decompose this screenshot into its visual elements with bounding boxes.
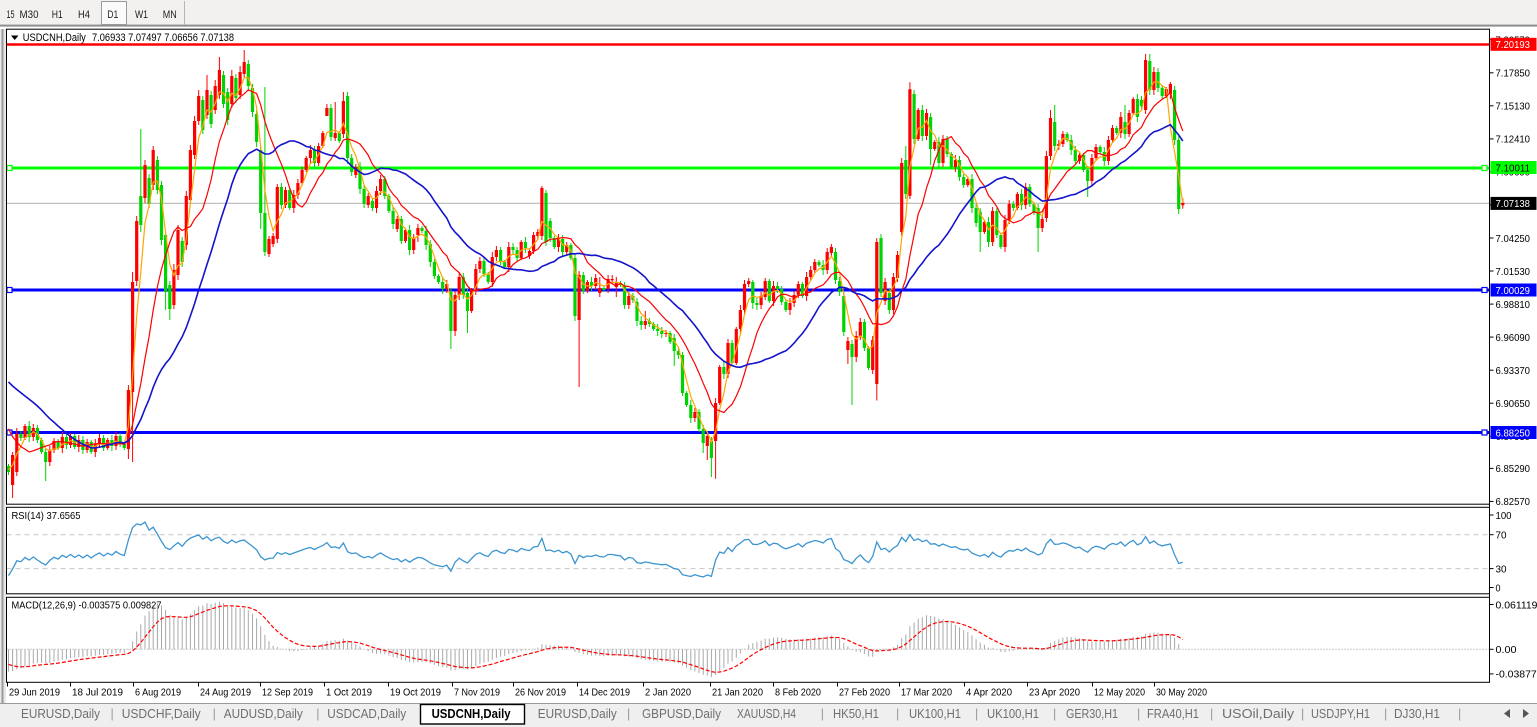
svg-text:12 May 2020: 12 May 2020 xyxy=(1094,687,1145,699)
svg-text:70: 70 xyxy=(1496,530,1507,542)
svg-text:0: 0 xyxy=(1496,582,1501,594)
svg-text:|: | xyxy=(316,707,319,721)
svg-text:23 Apr 2020: 23 Apr 2020 xyxy=(1029,687,1080,699)
svg-text:W1: W1 xyxy=(135,9,148,21)
svg-text:4 Apr 2020: 4 Apr 2020 xyxy=(966,687,1012,699)
svg-text:GER30,H1: GER30,H1 xyxy=(1066,707,1118,721)
svg-text:26 Nov 2019: 26 Nov 2019 xyxy=(515,687,566,699)
svg-text:|: | xyxy=(1053,707,1056,721)
svg-text:17 Mar 2020: 17 Mar 2020 xyxy=(901,687,952,699)
svg-text:7.00029: 7.00029 xyxy=(1496,285,1531,297)
svg-text:USDCAD,Daily: USDCAD,Daily xyxy=(327,707,407,721)
svg-text:|: | xyxy=(896,707,899,721)
svg-text:7.15130: 7.15130 xyxy=(1496,101,1531,113)
svg-text:30: 30 xyxy=(1496,563,1507,575)
svg-text:6.98810: 6.98810 xyxy=(1496,299,1531,311)
svg-text:XAUUSD,H4: XAUUSD,H4 xyxy=(737,707,796,721)
svg-text:HK50,H1: HK50,H1 xyxy=(833,707,879,721)
svg-text:|: | xyxy=(1458,707,1461,721)
svg-text:7.07138: 7.07138 xyxy=(1496,198,1531,210)
svg-text:8 Feb 2020: 8 Feb 2020 xyxy=(775,687,821,699)
svg-text:|: | xyxy=(1301,707,1304,721)
svg-text:30 May 2020: 30 May 2020 xyxy=(1156,687,1207,699)
svg-text:USOil,Daily: USOil,Daily xyxy=(1222,707,1295,721)
svg-text:MACD(12,26,9) -0.003575 0.0098: MACD(12,26,9) -0.003575 0.009827 xyxy=(12,600,162,612)
svg-text:15: 15 xyxy=(7,9,15,21)
svg-text:6.96090: 6.96090 xyxy=(1496,332,1531,344)
svg-text:EURUSD,Daily: EURUSD,Daily xyxy=(21,707,101,721)
svg-text:0.061119: 0.061119 xyxy=(1496,599,1537,611)
svg-text:7.06933 7.07497 7.06656 7.0713: 7.06933 7.07497 7.06656 7.07138 xyxy=(92,32,234,44)
svg-text:100: 100 xyxy=(1496,510,1512,522)
svg-text:6.93370: 6.93370 xyxy=(1496,365,1531,377)
svg-text:0.00: 0.00 xyxy=(1496,644,1517,656)
svg-text:EURUSD,Daily: EURUSD,Daily xyxy=(538,707,618,721)
svg-text:H4: H4 xyxy=(78,9,90,21)
svg-text:USDCNH,Daily: USDCNH,Daily xyxy=(432,707,511,721)
svg-text:H1: H1 xyxy=(52,9,63,21)
svg-text:7.10011: 7.10011 xyxy=(1496,162,1531,174)
svg-text:6.82570: 6.82570 xyxy=(1496,496,1531,508)
svg-text:21 Jan 2020: 21 Jan 2020 xyxy=(712,687,763,699)
svg-text:MN: MN xyxy=(163,9,177,21)
svg-text:7 Nov 2019: 7 Nov 2019 xyxy=(454,687,500,699)
svg-text:1 Oct 2019: 1 Oct 2019 xyxy=(326,687,372,699)
svg-text:6 Aug 2019: 6 Aug 2019 xyxy=(135,687,181,699)
svg-text:|: | xyxy=(627,707,630,721)
svg-text:-0.038777: -0.038777 xyxy=(1496,669,1537,681)
svg-text:6.85290: 6.85290 xyxy=(1496,463,1531,475)
svg-text:7.01530: 7.01530 xyxy=(1496,266,1531,278)
svg-text:12 Sep 2019: 12 Sep 2019 xyxy=(262,687,313,699)
svg-text:7.17850: 7.17850 xyxy=(1496,68,1531,80)
svg-text:FRA40,H1: FRA40,H1 xyxy=(1147,707,1199,721)
svg-text:|: | xyxy=(975,707,978,721)
svg-text:6.88250: 6.88250 xyxy=(1496,427,1531,439)
svg-text:18 Jul 2019: 18 Jul 2019 xyxy=(72,687,123,699)
svg-text:DJ30,H1: DJ30,H1 xyxy=(1394,707,1440,721)
svg-text:19 Oct 2019: 19 Oct 2019 xyxy=(390,687,441,699)
svg-text:RSI(14) 37.6565: RSI(14) 37.6565 xyxy=(12,510,81,522)
svg-text:2 Jan 2020: 2 Jan 2020 xyxy=(645,687,691,699)
svg-text:UK100,H1: UK100,H1 xyxy=(909,707,961,721)
svg-text:UK100,H1: UK100,H1 xyxy=(987,707,1039,721)
svg-text:USDCHF,Daily: USDCHF,Daily xyxy=(122,707,202,721)
svg-text:USDJPY,H1: USDJPY,H1 xyxy=(1311,707,1370,721)
svg-text:7.04250: 7.04250 xyxy=(1496,233,1531,245)
svg-text:|: | xyxy=(1137,707,1140,721)
svg-text:|: | xyxy=(213,707,216,721)
svg-text:14 Dec 2019: 14 Dec 2019 xyxy=(579,687,630,699)
svg-text:6.90650: 6.90650 xyxy=(1496,398,1531,410)
svg-text:USDCNH,Daily: USDCNH,Daily xyxy=(23,32,86,44)
svg-text:|: | xyxy=(1210,707,1213,721)
svg-text:M30: M30 xyxy=(20,9,39,21)
svg-text:24 Aug 2019: 24 Aug 2019 xyxy=(200,687,251,699)
svg-text:|: | xyxy=(111,707,114,721)
svg-text:29 Jun 2019: 29 Jun 2019 xyxy=(9,687,60,699)
svg-text:|: | xyxy=(821,707,824,721)
svg-text:|: | xyxy=(1384,707,1387,721)
svg-text:27 Feb 2020: 27 Feb 2020 xyxy=(839,687,890,699)
svg-text:7.12410: 7.12410 xyxy=(1496,134,1531,146)
svg-text:D1: D1 xyxy=(107,9,118,21)
svg-text:GBPUSD,Daily: GBPUSD,Daily xyxy=(642,707,722,721)
svg-text:7.20193: 7.20193 xyxy=(1496,39,1531,51)
svg-text:AUDUSD,Daily: AUDUSD,Daily xyxy=(224,707,304,721)
